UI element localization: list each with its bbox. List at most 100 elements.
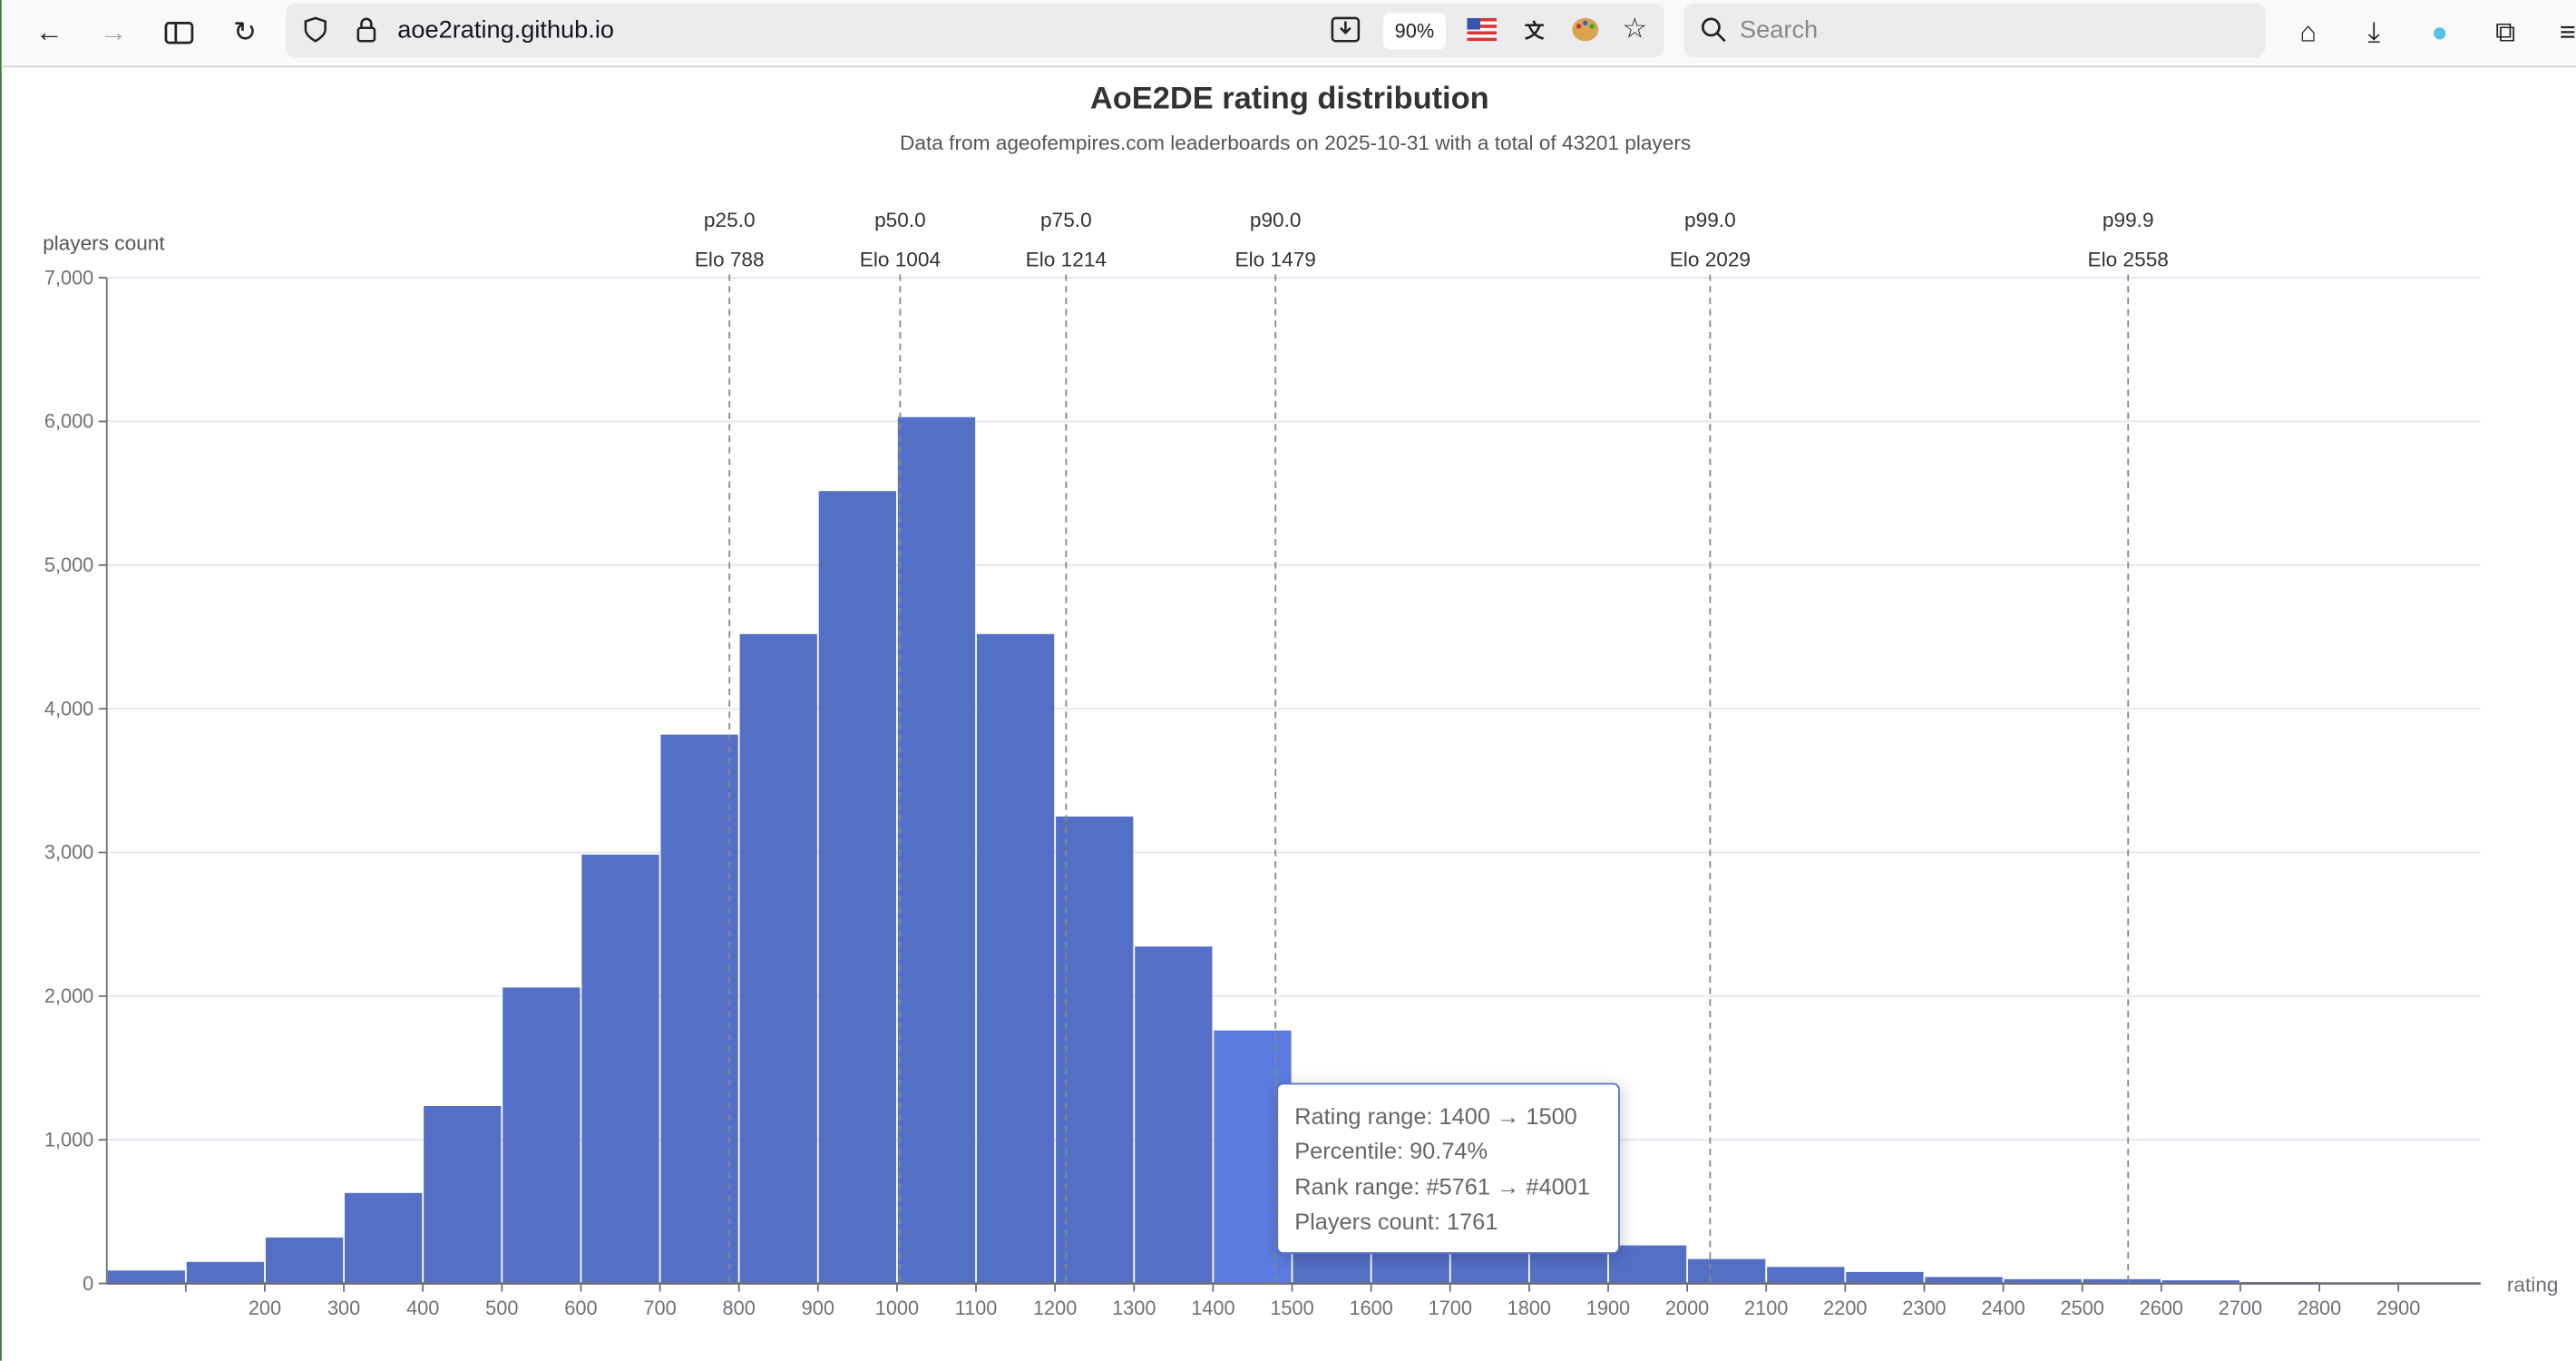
home-icon[interactable]: ⌂ <box>2299 16 2317 48</box>
tooltip-percentile: Percentile: 90.74% <box>1294 1137 1488 1164</box>
x-axis-label: rating <box>2507 1274 2559 1297</box>
percentile-elo-label: Elo 788 <box>695 248 765 270</box>
y-tick-label: 0 <box>83 1272 93 1295</box>
x-tick-label: 1000 <box>875 1297 919 1319</box>
y-tick-label: 7,000 <box>44 266 93 289</box>
histogram-bar <box>976 633 1055 1284</box>
translate-icon[interactable]: 文 <box>1524 18 1545 43</box>
histogram-bar <box>1767 1267 1845 1284</box>
x-tick-label: 300 <box>327 1297 360 1319</box>
tooltip-rank-range: Rank range: #5761 → #4001 <box>1294 1172 1590 1199</box>
y-tick-label: 5,000 <box>44 553 93 576</box>
url-bar[interactable]: aoe2rating.github.io 90% 文 ☆ <box>286 3 1664 58</box>
y-tick-label: 3,000 <box>44 841 93 864</box>
forward-icon[interactable]: → <box>99 16 128 48</box>
tooltip-players-count: Players count: 1761 <box>1294 1208 1498 1235</box>
search-bar[interactable]: Search <box>1683 3 2266 58</box>
percentile-elo-label: Elo 2029 <box>1670 248 1751 270</box>
search-placeholder[interactable]: Search <box>1740 16 1819 44</box>
save-to-pocket-icon[interactable] <box>1326 10 1365 49</box>
color-palette-icon[interactable] <box>1566 10 1605 49</box>
histogram-bar <box>1056 816 1134 1284</box>
histogram-bar <box>2161 1280 2240 1284</box>
x-tick-label: 1400 <box>1191 1297 1234 1319</box>
x-tick-label: 700 <box>643 1297 676 1319</box>
x-tick-label: 2100 <box>1744 1297 1788 1319</box>
y-tick-label: 2,000 <box>44 984 93 1007</box>
percentile-label: p75.0 <box>1040 209 1092 231</box>
histogram-bar <box>897 416 976 1284</box>
back-icon[interactable]: ← <box>34 16 63 48</box>
browser-toolbar: ← → ↻ aoe2rating.github.io 90% 文 ☆ Searc… <box>1 0 2576 68</box>
reload-icon[interactable]: ↻ <box>232 16 257 48</box>
search-icon <box>1693 10 1732 49</box>
y-tick-label: 1,000 <box>44 1128 93 1150</box>
percentile-label: p90.0 <box>1250 209 1302 231</box>
percentile-elo-label: Elo 2558 <box>2088 248 2169 270</box>
zoom-level-button[interactable]: 90% <box>1383 13 1446 50</box>
lock-icon[interactable] <box>346 10 385 49</box>
histogram-bar <box>344 1192 423 1284</box>
x-tick-label: 2600 <box>2140 1297 2183 1319</box>
histogram-bar <box>186 1261 265 1284</box>
histogram-bar <box>107 1270 185 1284</box>
page-subtitle: Data from ageofempires.com leaderboards … <box>900 131 1692 155</box>
histogram-bar <box>1608 1245 1687 1284</box>
bar-tooltip: Rating range: 1400 → 1500 Percentile: 90… <box>1276 1082 1620 1254</box>
percentile-elo-label: Elo 1214 <box>1026 248 1107 270</box>
percentile-elo-label: Elo 1479 <box>1235 248 1316 270</box>
us-flag-icon[interactable] <box>1462 10 1501 49</box>
histogram-bar <box>2004 1278 2082 1284</box>
x-tick-label: 2200 <box>1823 1297 1867 1319</box>
x-tick-label: 2300 <box>1902 1297 1946 1319</box>
x-tick-label: 200 <box>249 1297 281 1319</box>
histogram-bar <box>660 734 738 1284</box>
sidebar-icon[interactable] <box>160 13 199 52</box>
percentile-elo-label: Elo 1004 <box>860 248 941 270</box>
downloads-icon[interactable]: ⤓ <box>2367 16 2380 48</box>
x-tick-label: 600 <box>564 1297 597 1319</box>
x-tick-label: 1800 <box>1508 1297 1551 1319</box>
x-tick-label: 2400 <box>1981 1297 2025 1319</box>
histogram-bar <box>1846 1271 1924 1284</box>
page-title: AoE2DE rating distribution <box>1089 82 1489 117</box>
extensions-puzzle-icon[interactable]: ⧉ <box>2495 16 2516 48</box>
percentile-label: p25.0 <box>704 209 756 231</box>
x-tick-label: 400 <box>406 1297 439 1319</box>
histogram-bar <box>1688 1258 1766 1284</box>
x-tick-label: 800 <box>723 1297 756 1319</box>
tooltip-rating-range: Rating range: 1400 → 1500 <box>1294 1102 1577 1130</box>
histogram-bar <box>265 1237 344 1284</box>
x-tick-label: 1900 <box>1586 1297 1630 1319</box>
bookmark-star-icon[interactable]: ☆ <box>1622 13 1647 44</box>
extension-icon[interactable]: ● <box>2431 16 2448 48</box>
histogram-bar <box>581 854 659 1284</box>
histogram-bar <box>503 987 581 1284</box>
x-tick-label: 1100 <box>955 1297 998 1319</box>
x-tick-label: 1500 <box>1270 1297 1313 1319</box>
percentile-label: p50.0 <box>874 209 926 231</box>
x-tick-label: 2500 <box>2061 1297 2104 1319</box>
menu-icon[interactable]: ≡ <box>2559 16 2576 48</box>
url-text[interactable]: aoe2rating.github.io <box>397 16 614 44</box>
x-tick-label: 2800 <box>2298 1297 2341 1319</box>
x-tick-label: 2900 <box>2376 1297 2420 1319</box>
x-tick-label: 1300 <box>1112 1297 1156 1319</box>
percentile-label: p99.0 <box>1684 209 1736 231</box>
percentile-label: p99.9 <box>2103 209 2154 231</box>
x-tick-label: 1600 <box>1349 1297 1392 1319</box>
x-tick-label: 1200 <box>1033 1297 1077 1319</box>
x-tick-label: 500 <box>485 1297 518 1319</box>
x-tick-label: 1700 <box>1429 1297 1472 1319</box>
y-tick-label: 6,000 <box>44 410 93 433</box>
shield-icon[interactable] <box>296 10 335 49</box>
x-tick-label: 2000 <box>1665 1297 1709 1319</box>
histogram-bar <box>424 1105 502 1284</box>
y-axis-label: players count <box>43 231 165 254</box>
x-tick-label: 2700 <box>2219 1297 2262 1319</box>
x-tick-label: 900 <box>802 1297 834 1319</box>
histogram-bar <box>2083 1278 2161 1284</box>
histogram-bar <box>1135 946 1213 1284</box>
